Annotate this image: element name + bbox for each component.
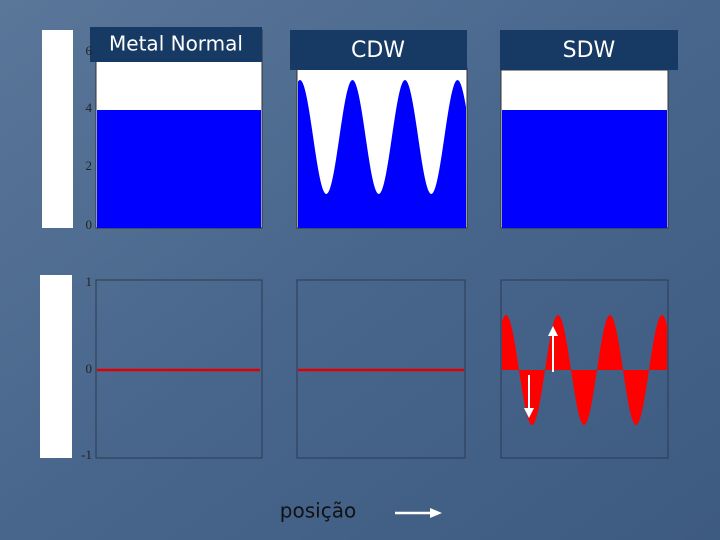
density-wave — [298, 80, 466, 228]
tick-label: 2 — [86, 158, 93, 173]
label-strip — [42, 30, 73, 228]
tick-label: 6 — [86, 43, 93, 58]
spin-arrow-head — [548, 326, 558, 336]
title-box — [500, 30, 678, 70]
arrow-head — [430, 508, 442, 518]
panel-title: SDW — [563, 38, 616, 63]
tick-label: 0 — [86, 217, 93, 232]
tick-label: 1 — [86, 274, 93, 289]
panel — [95, 279, 263, 459]
magnetization-wave — [502, 315, 667, 425]
panel — [296, 279, 466, 459]
spin-arrow-head — [524, 408, 534, 418]
density-fill — [97, 110, 261, 228]
density-fill — [502, 110, 667, 228]
panel-title: Metal Normal — [109, 32, 243, 56]
title-box — [90, 27, 262, 62]
panel — [500, 279, 669, 459]
tick-label: 4 — [86, 100, 93, 115]
label-strip — [40, 275, 72, 458]
axis-label: posição — [280, 499, 356, 523]
title-box — [290, 30, 467, 70]
tick-label: 0 — [86, 361, 93, 376]
tick-label: -1 — [81, 447, 92, 462]
panel-title: CDW — [351, 38, 405, 63]
